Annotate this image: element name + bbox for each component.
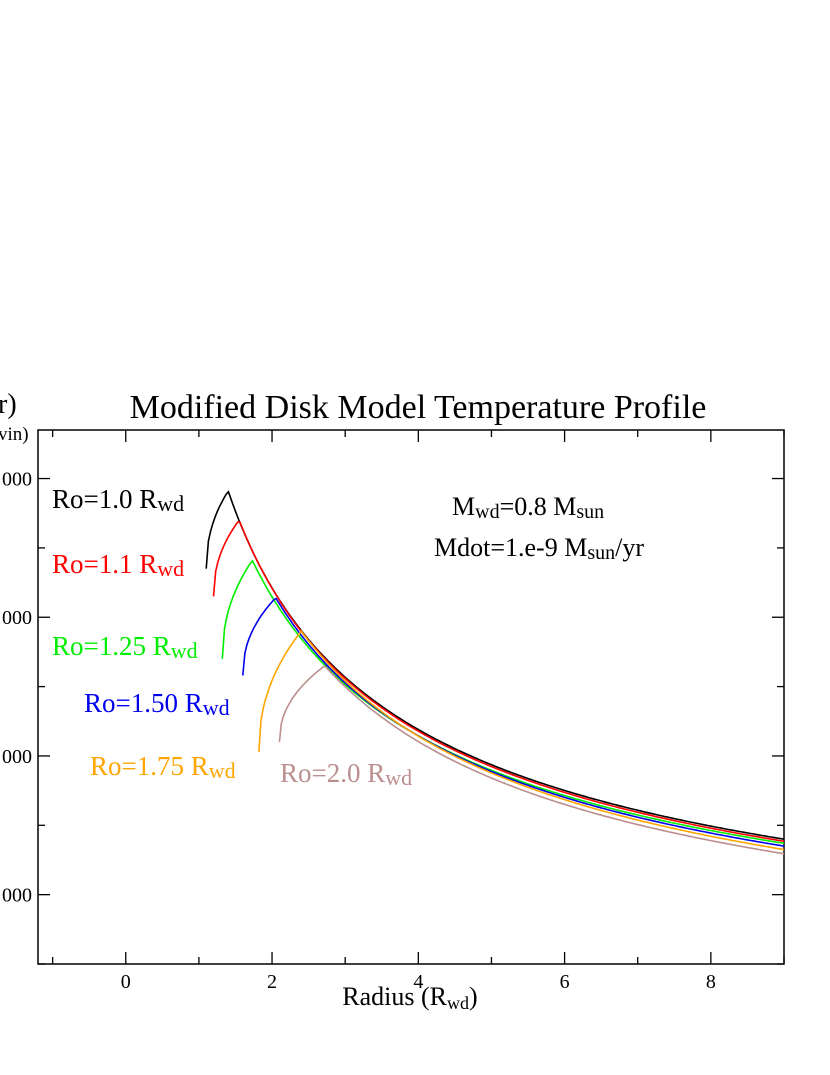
- annotation-mwd-sub2: sun: [576, 501, 604, 523]
- series-label-sub: wd: [157, 556, 184, 581]
- series-label-sub: wd: [203, 695, 230, 720]
- series-label-2: Ro=1.1 Rwd: [52, 549, 184, 581]
- x-tick-label: 4: [413, 971, 423, 993]
- series-label-sub: wd: [385, 765, 412, 790]
- series-label-main: Ro=1.1 R: [52, 549, 157, 579]
- series-label-main: Ro=1.25 R: [52, 631, 171, 661]
- x-axis-label-sub: wd: [447, 993, 469, 1013]
- series-label-main: Ro=1.50 R: [84, 688, 203, 718]
- series-label-sub: wd: [171, 638, 198, 663]
- series-line-5: [258, 629, 785, 851]
- y-axis-label-sub: vin): [0, 424, 29, 445]
- chart-title: Modified Disk Model Temperature Profile: [130, 389, 707, 426]
- x-axis-label-main: Radius (R: [342, 982, 447, 1011]
- y-axis-label: r): [0, 389, 17, 420]
- series-label-sub: wd: [157, 491, 184, 516]
- series-line-2: [212, 521, 785, 842]
- series-line-3: [221, 559, 785, 845]
- series-label-main: Ro=1.0 R: [52, 484, 157, 514]
- x-axis-label-end: ): [469, 982, 478, 1011]
- annotation-mwd-rest: =0.8 M: [500, 492, 577, 521]
- series-label-5: Ro=1.75 Rwd: [90, 751, 236, 783]
- plot-frame: [37, 429, 785, 965]
- series-line-4: [242, 597, 785, 847]
- series-line-6: [278, 665, 785, 855]
- x-tick-label: 0: [121, 971, 131, 993]
- series-lines: [205, 490, 785, 855]
- series-label-main: Ro=2.0 R: [280, 758, 385, 788]
- annotation-mwd-sub: wd: [475, 501, 499, 523]
- series-label-main: Ro=1.75 R: [90, 751, 209, 781]
- annotation-mwd-main: M: [452, 492, 475, 521]
- y-axis-label-main: r): [0, 389, 17, 420]
- series-label-3: Ro=1.25 Rwd: [52, 631, 198, 663]
- y-tick-label: 000: [2, 885, 32, 907]
- x-tick-label: 2: [267, 971, 277, 993]
- x-axis: 0 2 4 6 8: [51, 430, 785, 993]
- annotation-mdot-main: Mdot=1.e-9 M: [434, 533, 587, 562]
- annotation-mdot-rest: /yr: [615, 533, 644, 562]
- series-label-4: Ro=1.50 Rwd: [84, 688, 230, 720]
- annotation-mdot: Mdot=1.e-9 Msun/yr: [434, 533, 644, 564]
- x-tick-label: 6: [560, 971, 570, 993]
- x-axis-label: Radius (Rwd): [342, 982, 477, 1013]
- series-label-sub: wd: [209, 758, 236, 783]
- x-tick-label: 8: [706, 971, 716, 993]
- y-tick-label: 000: [2, 746, 32, 768]
- annotation-mdot-sub: sun: [587, 542, 615, 564]
- series-label-1: Ro=1.0 Rwd: [52, 484, 184, 516]
- annotation-mwd: Mwd=0.8 Msun: [452, 492, 604, 523]
- y-tick-label: 000: [2, 607, 32, 629]
- plot-area: 0 2 4 6 8 000 000 000 000: [2, 429, 785, 993]
- y-axis: 000 000 000 000: [2, 469, 784, 965]
- series-label-6: Ro=2.0 Rwd: [280, 758, 412, 790]
- y-tick-label: 000: [2, 469, 32, 491]
